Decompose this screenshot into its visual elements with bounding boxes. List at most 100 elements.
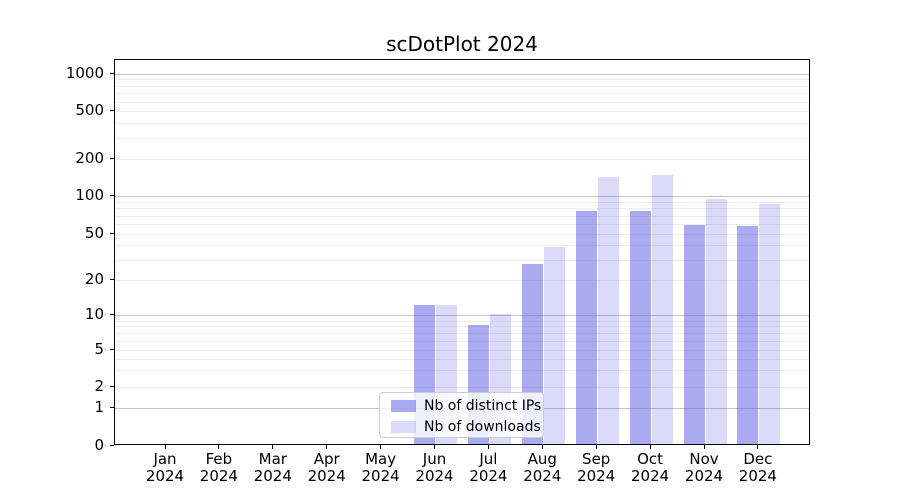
gridline-minor-300 (115, 137, 809, 139)
bar-nov-distinct-ips (683, 225, 705, 444)
legend-row-distinct-ips: Nb of distinct IPs (380, 395, 543, 416)
gridline-minor-200 (115, 158, 809, 160)
y-tick-label-5: 5 (94, 339, 104, 358)
y-tick-label-20: 20 (84, 270, 104, 289)
x-tick-month: Apr (313, 450, 340, 468)
gridline-minor-400 (115, 122, 809, 124)
gridline-minor-600 (115, 101, 809, 103)
x-tick-mark-mar (272, 445, 274, 449)
x-tick-mark-nov (703, 445, 705, 449)
gridline-minor-5 (115, 349, 809, 351)
x-tick-mark-may (380, 445, 382, 449)
x-tick-mark-apr (326, 445, 328, 449)
x-tick-year: 2024 (577, 467, 616, 485)
bar-aug-downloads (543, 247, 565, 444)
x-tick-label-apr: Apr 2024 (295, 451, 359, 485)
x-tick-month: Jul (479, 450, 498, 468)
y-tick-mark-1000 (110, 72, 114, 74)
gridline-minor-30 (115, 259, 809, 261)
bar-oct-downloads (651, 174, 673, 444)
y-tick-label-50: 50 (84, 223, 104, 242)
x-tick-month: Sep (582, 450, 611, 468)
y-tick-mark-50 (110, 232, 114, 234)
x-tick-mark-sep (595, 445, 597, 449)
x-tick-label-nov: Nov 2024 (672, 451, 736, 485)
bar-oct-distinct-ips (629, 211, 651, 444)
x-tick-year: 2024 (469, 467, 508, 485)
gridline-minor-900 (115, 79, 809, 81)
x-tick-month: Oct (637, 450, 664, 468)
y-tick-mark-2 (110, 385, 114, 387)
x-tick-month: Jan (153, 450, 177, 468)
gridline-minor-80 (115, 208, 809, 210)
gridline-minor-700 (115, 93, 809, 95)
x-tick-mark-oct (649, 445, 651, 449)
legend-row-downloads: Nb of downloads (380, 416, 543, 437)
x-tick-year: 2024 (199, 467, 238, 485)
chart-title: scDotPlot 2024 (386, 32, 538, 56)
y-tick-label-10: 10 (84, 305, 104, 324)
x-tick-year: 2024 (684, 467, 724, 485)
x-tick-label-aug: Aug 2024 (510, 451, 574, 485)
gridline-minor-800 (115, 85, 809, 87)
x-tick-label-may: May 2024 (349, 451, 413, 485)
x-tick-label-mar: Mar 2024 (241, 451, 305, 485)
gridline-minor-2 (115, 386, 809, 388)
gridline-minor-7 (115, 332, 809, 334)
y-tick-mark-10 (110, 314, 114, 316)
x-tick-year: 2024 (523, 467, 562, 485)
x-tick-year: 2024 (361, 467, 400, 485)
bar-sep-distinct-ips (575, 211, 597, 444)
x-tick-mark-jul (487, 445, 489, 449)
legend-label-downloads: Nb of downloads (424, 418, 541, 435)
gridline-minor-50 (115, 233, 809, 235)
legend-label-distinct-ips: Nb of distinct IPs (424, 397, 542, 414)
gridline-minor-9 (115, 320, 809, 322)
plot-area: Nb of distinct IPs Nb of downloads (114, 59, 810, 445)
x-tick-month: May (365, 450, 397, 468)
gridline-major-100 (115, 196, 809, 198)
x-tick-label-jul: Jul 2024 (456, 451, 520, 485)
x-tick-label-jan: Jan 2024 (133, 451, 197, 485)
legend-swatch-distinct-ips (391, 399, 416, 412)
gridline-major-1000 (115, 73, 809, 75)
y-tick-label-100: 100 (75, 186, 104, 205)
x-tick-month: Dec (743, 450, 773, 468)
y-tick-mark-500 (110, 110, 114, 112)
gridline-minor-6 (115, 340, 809, 342)
y-tick-label-1000: 1000 (65, 63, 104, 82)
gridline-minor-500 (115, 111, 809, 113)
x-tick-year: 2024 (738, 467, 777, 485)
legend: Nb of distinct IPs Nb of downloads (379, 392, 544, 438)
x-tick-label-jun: Jun 2024 (403, 451, 467, 485)
gridline-minor-40 (115, 244, 809, 246)
x-tick-label-dec: Dec 2024 (726, 451, 790, 485)
y-tick-mark-1 (110, 407, 114, 409)
x-tick-month: Nov (689, 450, 719, 468)
gridline-minor-90 (115, 202, 809, 204)
gridline-major-10 (115, 315, 809, 317)
x-tick-mark-dec (757, 445, 759, 449)
y-tick-mark-0 (110, 444, 114, 446)
x-tick-month: Feb (205, 450, 233, 468)
y-tick-mark-200 (110, 157, 114, 159)
legend-swatch-downloads (391, 420, 416, 433)
gridline-minor-4 (115, 358, 809, 360)
y-tick-mark-20 (110, 279, 114, 281)
bar-sep-downloads (597, 176, 619, 444)
x-tick-label-oct: Oct 2024 (618, 451, 682, 485)
bar-dec-downloads (759, 203, 781, 444)
x-tick-month: Aug (527, 450, 557, 468)
x-tick-year: 2024 (253, 467, 292, 485)
gridline-minor-20 (115, 280, 809, 282)
y-tick-label-500: 500 (75, 101, 104, 120)
x-tick-label-feb: Feb 2024 (187, 451, 251, 485)
bar-dec-distinct-ips (737, 225, 759, 444)
y-tick-label-1: 1 (94, 398, 104, 417)
x-tick-year: 2024 (415, 467, 454, 485)
y-tick-mark-5 (110, 348, 114, 350)
x-tick-label-sep: Sep 2024 (564, 451, 628, 485)
y-tick-mark-100 (110, 195, 114, 197)
x-tick-month: Mar (258, 450, 287, 468)
